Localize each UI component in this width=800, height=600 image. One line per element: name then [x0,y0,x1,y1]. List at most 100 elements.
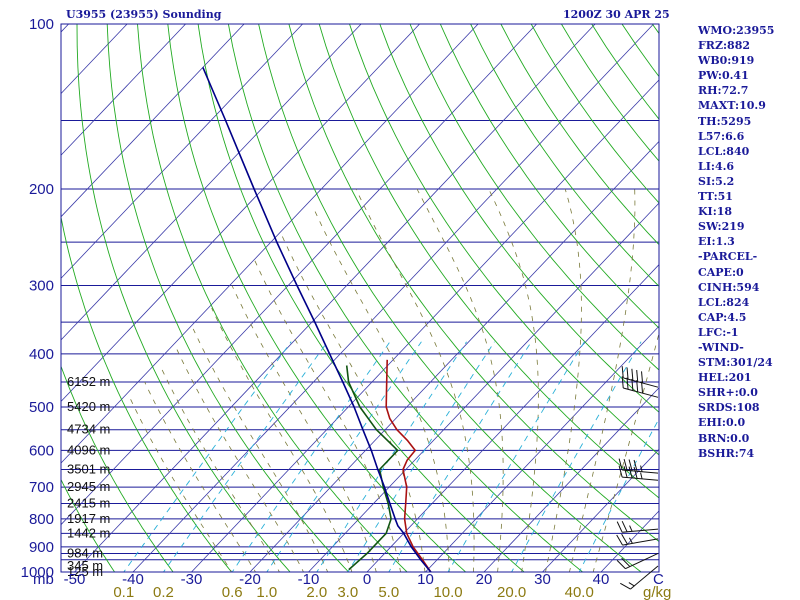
wind-barb-flag [636,380,639,392]
wind-barb-flag [616,534,623,546]
index-item: LFC:-1 [698,325,739,339]
wind-barb-flag [616,560,626,570]
index-item: EI:1.3 [698,235,735,249]
wind-barb [620,565,659,590]
isotherm-line [542,448,659,572]
moist-adiabat [192,328,329,572]
wind-barb-flag [621,376,624,389]
isotherm-line [61,24,303,279]
temperature-tick-label: 0 [363,571,371,588]
sounding-time: 1200Z 30 APR 25 [563,8,670,21]
wind-barb-half-flag [628,582,635,587]
index-item: -WIND- [698,340,744,354]
wind-barb-flag [616,521,623,533]
index-item: TT:51 [698,190,733,204]
index-item: FRZ:882 [698,39,751,53]
temperature-tick-label: -50 [64,571,86,588]
dry-adiabat [470,24,659,287]
height-label: 984 m [67,545,103,560]
wind-barb [621,366,659,388]
wind-barb-flag [636,370,639,382]
height-label: 2945 m [67,479,110,494]
index-item: BRN:0.0 [698,431,750,445]
isotherm-line [132,24,654,572]
index-item: CAPE:0 [698,265,744,279]
dry-adiabat [106,24,350,572]
sounding-profiles [202,67,432,572]
temperature-tick-label: 30 [534,571,551,588]
wind-barb-flag [631,378,634,391]
mixing-ratio-line [388,341,532,572]
index-item: EHI:0.0 [698,416,746,430]
index-item: SRDS:108 [698,401,760,415]
pressure-tick-label: 800 [29,511,54,528]
height-label: 3501 m [67,461,110,476]
isotherm-line [0,24,10,572]
height-label: 1442 m [67,525,110,540]
dry-adiabat [439,24,659,329]
wind-barb-staff [622,469,659,474]
wind-barb-staff [622,538,659,546]
dry-adiabat [61,478,116,572]
wind-barb-flag [621,520,628,532]
wind-barb-flag [628,459,633,471]
moist-adiabat [545,188,582,572]
isotherm-line [61,24,186,156]
height-label: 125 m [67,564,103,579]
dry-adiabat [349,24,659,456]
temperature-tick-label: 10 [417,571,434,588]
isotherm-line [74,24,596,572]
temperature-tick-label: -30 [181,571,203,588]
index-item: SHR+:0.0 [698,386,758,400]
wind-barb-flag [626,367,629,380]
height-label: 4734 m [67,422,110,437]
temperature-unit-label: C [653,571,664,588]
wind-barb-flag [633,459,638,472]
index-item: SW:219 [698,220,745,234]
wind-barb-half-flag [628,537,633,544]
mixing-ratio-line [578,417,659,572]
height-label: 2415 m [67,496,110,511]
dry-adiabat [288,24,659,543]
index-item: CINH:594 [698,280,760,294]
pressure-tick-label: 300 [29,277,54,294]
wind-barb-staff [623,387,659,398]
moist-adiabat [144,381,256,572]
mixing-ratio-label: 1.0 [256,584,277,600]
mixing-ratio-line [347,341,495,572]
parcel-profile [202,67,432,572]
temperature-tick-label: 20 [476,571,493,588]
index-item: TH:5295 [698,114,752,128]
height-label: 1917 m [67,511,110,526]
dry-adiabat [137,24,408,572]
wind-barb-staff [630,565,659,590]
temperature-tick-label: -40 [122,571,144,588]
pressure-tick-label: 600 [29,442,54,459]
index-item: MAXT:10.9 [698,99,766,113]
mixing-ratio-label: 2.0 [306,584,327,600]
wind-barb-half-flag [629,525,633,532]
isotherm-line [483,387,659,572]
index-item: BSHR:74 [698,446,755,460]
index-item: -PARCEL- [698,250,758,264]
height-label: 5420 m [67,399,110,414]
dry-adiabat [167,24,467,572]
moist-adiabat [231,285,377,572]
wind-barb-flag [621,557,631,567]
wind-barb-flag [623,466,628,478]
moist-adiabat [568,188,636,572]
wind-barb-staff [622,476,659,481]
mixing-ratio-line [162,341,328,572]
mixing-ratio-line [447,341,585,572]
index-item: CAP:4.5 [698,310,747,324]
mixing-ratio-line [511,341,642,572]
wind-barb-flag [641,371,644,384]
wind-barb [618,465,659,481]
dry-adiabat [197,24,525,572]
dry-adiabat [61,365,174,572]
wind-barb-half-flag [640,465,643,472]
mixing-ratio-label: 5.0 [378,584,399,600]
isotherm-line [61,24,479,464]
wind-barb-flag [621,533,628,545]
mixing-ratio-label: 3.0 [337,584,358,600]
